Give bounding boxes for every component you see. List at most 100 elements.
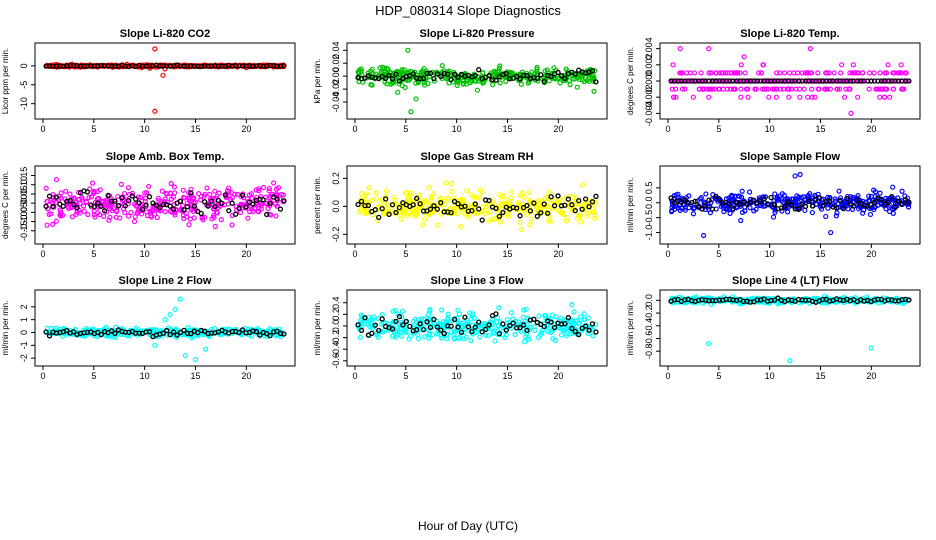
data-point-outlier <box>160 72 166 78</box>
data-point <box>186 222 192 228</box>
data-point <box>209 216 215 222</box>
data-point <box>249 195 255 202</box>
data-point <box>817 202 823 208</box>
data-point-black <box>462 314 468 320</box>
data-point <box>869 204 875 211</box>
data-point <box>772 191 778 197</box>
data-point-outlier <box>177 296 183 302</box>
data-point <box>414 209 420 216</box>
data-point <box>125 185 132 191</box>
data-point <box>584 77 590 84</box>
data-point <box>873 86 879 92</box>
data-point-black <box>548 194 554 200</box>
data-point <box>836 86 843 92</box>
data-point <box>229 222 235 228</box>
data-point-black <box>582 323 589 329</box>
data-point <box>385 201 391 208</box>
data-point-black <box>493 77 499 83</box>
data-point <box>414 198 420 204</box>
data-point <box>460 199 466 205</box>
panel-title: Slope Line 3 Flow <box>431 275 524 287</box>
data-point-black <box>133 196 139 202</box>
data-point <box>371 314 377 320</box>
data-point <box>273 186 279 192</box>
data-point <box>896 70 902 76</box>
data-point <box>86 194 92 200</box>
data-point <box>266 188 272 194</box>
data-point-black <box>706 197 712 203</box>
data-point <box>486 218 492 224</box>
data-point-black <box>382 196 389 202</box>
data-point <box>849 70 855 76</box>
data-point-outlier <box>787 358 793 364</box>
data-point <box>492 68 498 75</box>
data-point-black <box>157 204 163 211</box>
data-point <box>249 206 255 212</box>
data-point-black <box>355 322 361 328</box>
data-point <box>480 80 486 86</box>
data-point <box>492 338 498 344</box>
data-point <box>871 70 877 76</box>
y-tick-label: 2 <box>19 304 29 309</box>
data-point-black <box>517 76 523 82</box>
data-point <box>357 207 364 213</box>
data-point <box>384 81 390 87</box>
data-point-black <box>105 192 111 199</box>
data-point <box>546 78 552 84</box>
data-point-black <box>709 206 716 212</box>
data-point <box>690 94 696 100</box>
data-point-black <box>833 205 840 211</box>
data-point <box>359 190 365 197</box>
panel-title: Slope Li-820 Temp. <box>740 28 839 40</box>
data-point <box>729 70 735 76</box>
data-point-black <box>455 324 461 330</box>
data-point-black <box>699 206 705 212</box>
data-point <box>96 211 103 218</box>
data-point <box>226 185 232 191</box>
data-point <box>535 197 541 204</box>
data-point <box>274 191 280 197</box>
data-point-black <box>434 71 441 77</box>
data-point-black <box>476 206 482 212</box>
data-point <box>738 62 744 68</box>
panel-8: Slope Line 3 Flow ml/min per min. 0 5 10 15 20… <box>313 275 608 381</box>
data-point-black <box>393 209 399 216</box>
data-point <box>526 327 533 333</box>
data-point-black <box>514 205 520 211</box>
data-point <box>759 86 765 92</box>
data-point-black <box>527 208 534 214</box>
data-point <box>791 70 797 76</box>
data-point <box>359 319 365 325</box>
data-point <box>266 211 272 217</box>
data-point <box>81 208 87 214</box>
data-point <box>581 311 587 317</box>
data-point-outlier <box>706 340 712 347</box>
x-tick-label: 15 <box>815 371 825 381</box>
y-tick-label: -0.4 <box>644 318 654 334</box>
x-tick-label: 0 <box>40 371 45 381</box>
data-point <box>187 199 193 205</box>
data-point <box>256 188 262 194</box>
data-point <box>366 184 372 191</box>
data-point-black <box>551 203 558 209</box>
y-axis-label: degrees C per min. <box>626 47 635 115</box>
data-point <box>823 213 829 220</box>
data-point <box>672 206 678 212</box>
data-point <box>737 70 743 76</box>
data-point-black <box>372 322 378 328</box>
data-point-black <box>448 209 454 216</box>
data-point <box>427 307 433 313</box>
data-point-black <box>164 327 170 334</box>
data-point <box>793 200 799 207</box>
data-point <box>739 209 746 215</box>
y-tick-label: 0.002 <box>644 54 654 77</box>
data-point <box>56 193 62 199</box>
data-point <box>79 196 85 202</box>
series-points <box>355 302 599 345</box>
x-tick-label: 15 <box>190 249 200 259</box>
data-point <box>423 75 429 81</box>
data-point-outlier <box>807 46 813 52</box>
data-point <box>248 191 254 197</box>
data-point-black <box>820 203 826 209</box>
